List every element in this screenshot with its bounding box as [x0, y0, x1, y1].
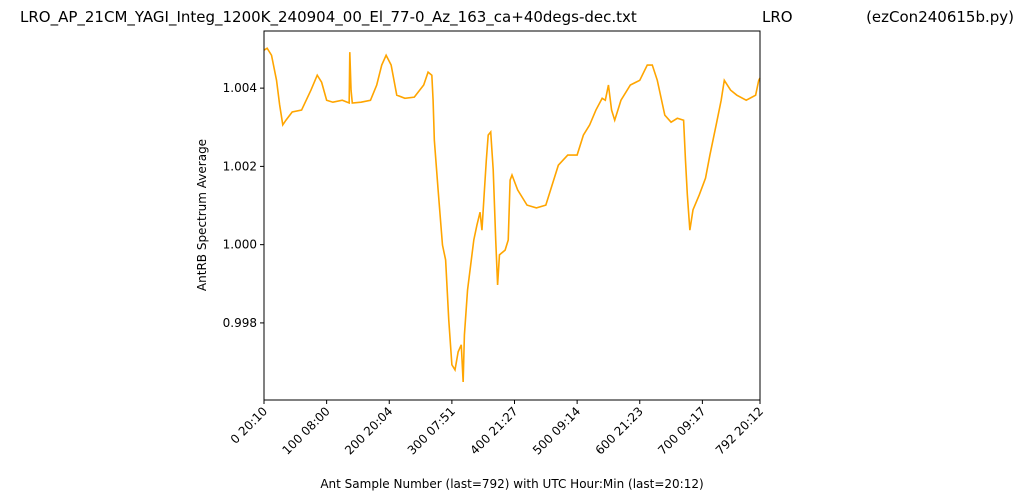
- x-tick-label: 600 21:23: [593, 404, 646, 457]
- x-tick-label: 792 20:12: [713, 404, 766, 457]
- y-tick-label: 1.004: [223, 81, 257, 95]
- chart-title-center: LRO: [762, 8, 793, 26]
- plot-frame: [263, 30, 761, 401]
- x-tick-label: 700 09:17: [655, 404, 708, 457]
- x-tick-label: 0 20:10: [228, 404, 270, 446]
- y-tick-label: 1.000: [223, 238, 257, 252]
- data-line: [263, 47, 761, 383]
- chart-title-right: (ezCon240615b.py): [866, 8, 1014, 26]
- chart-title: LRO_AP_21CM_YAGI_Integ_1200K_240904_00_E…: [20, 8, 637, 27]
- x-tick-label: 200 20:04: [342, 404, 395, 457]
- x-tick-label: 400 21:27: [467, 404, 520, 457]
- x-axis-label: Ant Sample Number (last=792) with UTC Ho…: [320, 477, 703, 491]
- y-tick-label: 0.998: [223, 316, 257, 330]
- y-axis-label: AntRB Spectrum Average: [195, 139, 209, 291]
- x-tick-label: 500 09:14: [530, 404, 583, 457]
- x-tick-label: 100 08:00: [279, 404, 332, 457]
- x-tick-label: 300 07:51: [405, 404, 458, 457]
- y-tick-label: 1.002: [223, 159, 257, 173]
